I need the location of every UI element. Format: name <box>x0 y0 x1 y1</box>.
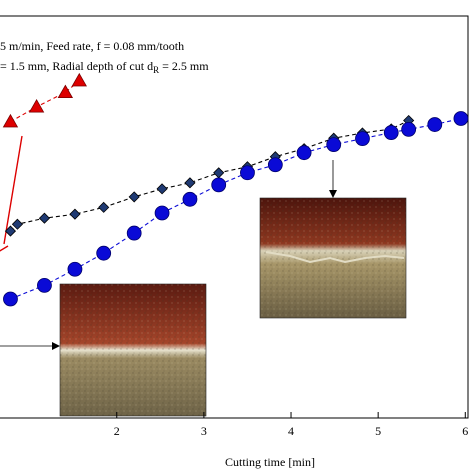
data-point-circle <box>240 165 255 181</box>
plot-frame <box>0 15 469 419</box>
data-point-circle <box>267 157 283 173</box>
data-point-diamond <box>213 167 225 179</box>
data-point-diamond <box>38 212 51 224</box>
data-point-circle <box>355 131 370 147</box>
condition-line-2: = 1.5 mm, Radial depth of cut dR = 2.5 m… <box>0 59 209 75</box>
series-diamond <box>4 114 415 237</box>
data-point-diamond <box>128 191 140 203</box>
data-point-circle <box>427 117 443 132</box>
inset-photo-1 <box>59 283 207 417</box>
data-point-circle <box>401 121 417 137</box>
red-trend-lines <box>0 135 23 252</box>
data-point-triangle <box>71 72 87 87</box>
data-point-triangle <box>2 113 19 128</box>
x-tick-label: 2 <box>114 424 120 438</box>
data-point-circle <box>326 137 342 153</box>
data-point-triangle <box>28 99 45 113</box>
data-point-triangle <box>57 84 74 99</box>
data-point-circle <box>383 125 399 140</box>
series-triangle <box>2 72 87 128</box>
x-axis-ticks: 2 3 4 5 6 <box>114 412 468 438</box>
inset-photo-2 <box>259 197 407 319</box>
x-tick-label: 5 <box>375 424 381 438</box>
data-point-circle <box>96 245 112 261</box>
data-point-circle <box>154 205 170 221</box>
x-tick-label: 3 <box>201 424 207 438</box>
pointer-arrow-1 <box>0 342 60 350</box>
data-point-circle <box>126 225 142 241</box>
data-point-circle <box>211 177 227 193</box>
data-point-diamond <box>98 201 110 213</box>
series-line-diamond <box>10 120 409 232</box>
data-point-circle <box>296 145 312 161</box>
series-circle <box>3 111 469 307</box>
data-point-circle <box>453 111 469 126</box>
data-point-diamond <box>4 225 17 237</box>
data-point-diamond <box>11 218 23 230</box>
data-point-diamond <box>69 208 81 220</box>
data-point-circle <box>3 291 18 307</box>
x-tick-label: 4 <box>288 424 294 438</box>
data-point-circle <box>37 277 52 293</box>
series-layer <box>2 72 469 307</box>
pointer-arrow-2 <box>329 160 337 198</box>
data-point-circle <box>67 261 83 277</box>
condition-line-1: 5 m/min, Feed rate, f = 0.08 mm/tooth <box>0 39 184 53</box>
data-point-diamond <box>156 183 168 195</box>
x-tick-label: 6 <box>462 424 468 438</box>
x-axis-label: Cutting time [min] <box>225 455 315 469</box>
data-point-diamond <box>184 177 196 189</box>
data-point-circle <box>182 191 198 207</box>
series-line-triangle <box>10 80 80 123</box>
